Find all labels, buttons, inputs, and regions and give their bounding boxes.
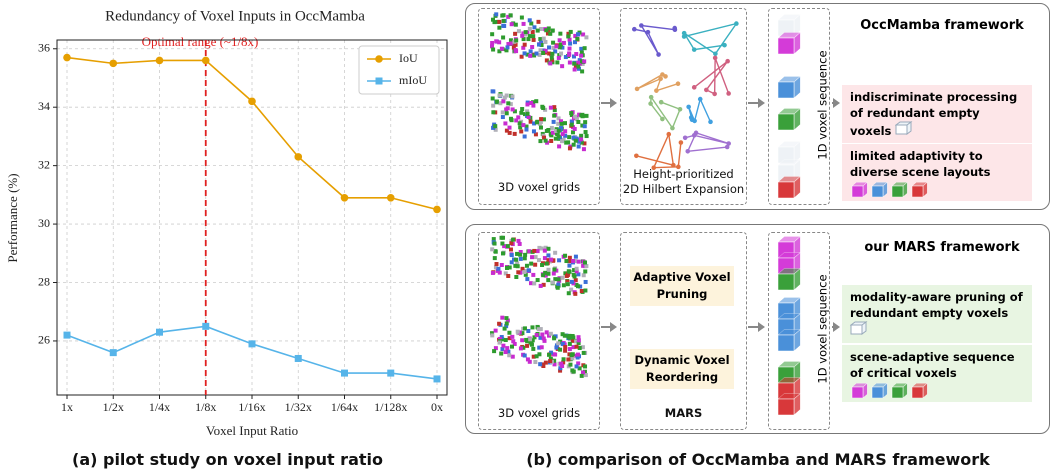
note: modality-aware pruning of redundant empt… — [842, 285, 1032, 343]
expansion-line: 2D Hilbert Expansion — [620, 182, 747, 197]
expansion-label: Height-prioritized 2D Hilbert Expansion — [620, 167, 747, 197]
cube-front — [912, 186, 923, 197]
note-text: limited adaptivity to diverse scene layo… — [850, 149, 991, 179]
cube-row — [850, 181, 936, 197]
note: scene-adaptive sequence of critical voxe… — [842, 345, 1032, 402]
note-text: indiscriminate processing of redundant e… — [850, 90, 1017, 138]
cube-icons — [850, 181, 936, 195]
note-text: scene-adaptive sequence of critical voxe… — [850, 350, 1015, 380]
cube-icon — [895, 121, 913, 135]
cube-front — [872, 387, 883, 398]
module: Dynamic Voxel Reordering — [630, 349, 734, 389]
cube-icon — [850, 321, 868, 335]
framework-title: our MARS framework — [842, 240, 1042, 255]
cube-icons — [850, 382, 936, 396]
expansion-line: Height-prioritized — [620, 167, 747, 182]
cube-front — [912, 387, 923, 398]
note: indiscriminate processing of redundant e… — [842, 85, 1032, 143]
framework-title: OccMamba framework — [842, 18, 1042, 33]
module-box — [620, 232, 747, 430]
module: Adaptive Voxel Pruning — [630, 266, 734, 306]
caption-b: (b) comparison of OccMamba and MARS fram… — [463, 450, 1053, 469]
module-box-label: MARS — [620, 406, 747, 420]
note: limited adaptivity to diverse scene layo… — [842, 144, 1032, 201]
cube-front — [872, 186, 883, 197]
cube-front — [852, 387, 863, 398]
arrowhead — [610, 98, 617, 108]
cube-front — [892, 186, 903, 197]
cube-front — [892, 387, 903, 398]
arrowhead — [610, 322, 617, 332]
caption-a: (a) pilot study on voxel input ratio — [0, 450, 455, 469]
grid-label: 3D voxel grids — [478, 406, 600, 420]
grid-box — [478, 232, 600, 430]
cube-front — [852, 186, 863, 197]
note-text: modality-aware pruning of redundant empt… — [850, 290, 1023, 320]
sequence-label: 1D voxel sequence — [816, 267, 830, 392]
sequence-label: 1D voxel sequence — [816, 43, 830, 168]
page: Redundancy of Voxel Inputs in OccMamba O… — [0, 0, 1055, 473]
grid-box — [478, 8, 600, 205]
grid-label: 3D voxel grids — [478, 180, 600, 194]
cube-row — [850, 382, 936, 398]
